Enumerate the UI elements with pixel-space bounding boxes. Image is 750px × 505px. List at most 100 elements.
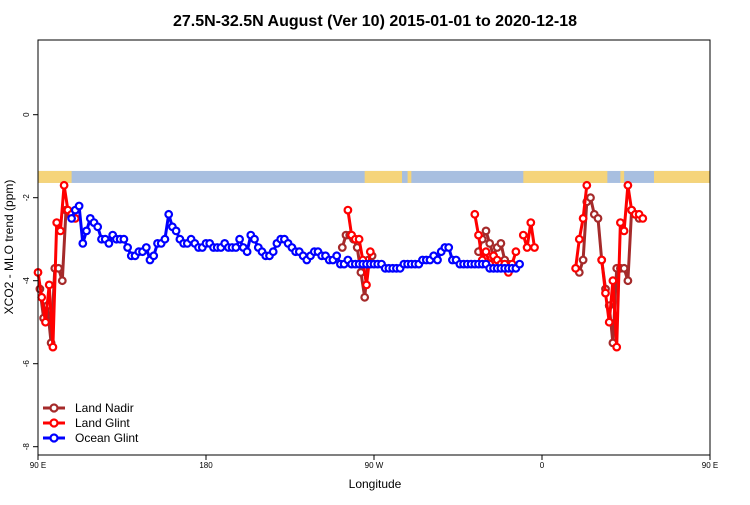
land-ocean-band xyxy=(38,170,710,183)
land-band-segment xyxy=(407,170,412,183)
y-tick-label: 0 xyxy=(22,112,31,117)
data-point xyxy=(511,247,521,257)
x-tick-label: 90 E xyxy=(702,461,718,470)
data-point xyxy=(578,255,588,265)
legend-marker xyxy=(49,418,59,428)
data-point xyxy=(518,230,528,240)
data-point xyxy=(530,243,539,252)
data-point xyxy=(59,180,69,190)
data-point xyxy=(515,259,524,269)
data-point xyxy=(268,247,278,257)
data-point xyxy=(496,238,506,248)
data-point xyxy=(365,247,375,257)
land-band-segment xyxy=(364,170,402,183)
data-point xyxy=(123,243,132,252)
data-point xyxy=(604,317,614,327)
x-axis-label: Longitude xyxy=(349,477,402,491)
data-point xyxy=(37,292,47,302)
y-tick-label: -6 xyxy=(22,360,31,368)
data-point xyxy=(601,288,610,298)
data-point xyxy=(119,234,129,244)
legend-label: Ocean Glint xyxy=(75,431,139,445)
data-point xyxy=(57,276,67,286)
x-tick-label: 90 E xyxy=(30,461,46,470)
series-ocean-glint xyxy=(67,201,524,273)
data-point xyxy=(619,263,629,273)
data-point xyxy=(104,238,114,248)
land-band-segment xyxy=(620,170,625,183)
data-point xyxy=(67,213,76,223)
series-layer xyxy=(33,180,648,352)
data-point xyxy=(141,243,151,252)
data-point xyxy=(586,193,595,203)
legend-marker xyxy=(49,403,59,413)
data-point xyxy=(578,213,588,223)
x-tick-label: 90 W xyxy=(365,461,384,470)
data-point xyxy=(433,255,442,265)
data-point xyxy=(56,226,65,236)
data-point xyxy=(608,276,618,286)
data-point xyxy=(362,280,371,290)
x-tick-label: 180 xyxy=(199,461,213,470)
legend-label: Land Nadir xyxy=(75,401,134,415)
legend-marker xyxy=(49,433,59,443)
data-point xyxy=(522,243,532,252)
data-point xyxy=(616,218,625,228)
data-point xyxy=(74,201,84,211)
data-point xyxy=(78,238,88,248)
data-point xyxy=(332,251,342,261)
data-point xyxy=(48,342,58,352)
data-point xyxy=(82,226,91,236)
data-point xyxy=(41,317,50,327)
data-point xyxy=(623,180,633,190)
y-axis-label: XCO2 - MLO trend (ppm) xyxy=(2,180,16,315)
data-point xyxy=(619,226,629,236)
data-point xyxy=(526,218,536,228)
data-point xyxy=(470,209,480,219)
y-tick-label: -4 xyxy=(22,277,31,285)
data-point xyxy=(582,180,592,190)
data-point xyxy=(171,226,181,236)
x-tick-label: 0 xyxy=(540,461,545,470)
data-point xyxy=(44,280,54,290)
series-line xyxy=(521,222,536,248)
land-band-segment xyxy=(523,170,608,183)
data-point xyxy=(481,226,491,236)
data-point xyxy=(231,243,241,252)
data-point xyxy=(164,209,174,219)
series-line xyxy=(577,194,607,290)
data-point xyxy=(242,247,252,257)
data-point xyxy=(235,234,245,244)
data-point xyxy=(612,342,622,352)
data-point xyxy=(160,234,170,244)
data-point xyxy=(52,218,62,228)
data-point xyxy=(343,205,353,215)
data-point xyxy=(593,213,603,223)
data-point xyxy=(638,213,648,223)
series-land-nadir xyxy=(35,193,644,348)
data-point xyxy=(571,263,580,273)
legend-label: Land Glint xyxy=(75,416,130,430)
data-point xyxy=(149,251,159,261)
land-band-segment xyxy=(654,170,710,183)
data-point xyxy=(93,222,103,232)
y-tick-label: -2 xyxy=(22,194,31,202)
axes: 90 E 180 90 W 0 90 E 0 -2 -4 -6 -8 xyxy=(22,112,718,470)
data-point xyxy=(354,234,364,244)
data-point xyxy=(474,230,483,240)
data-point xyxy=(485,238,495,248)
data-point xyxy=(360,292,370,302)
series-line xyxy=(574,185,589,269)
chart-title: 27.5N-32.5N August (Ver 10) 2015-01-01 t… xyxy=(173,13,577,30)
data-point xyxy=(481,247,491,257)
data-point xyxy=(444,243,454,252)
data-point xyxy=(250,234,259,244)
land-band-segment xyxy=(38,170,72,183)
data-point xyxy=(337,243,347,252)
data-point xyxy=(574,234,584,244)
data-point xyxy=(623,276,633,286)
data-point xyxy=(597,255,607,265)
